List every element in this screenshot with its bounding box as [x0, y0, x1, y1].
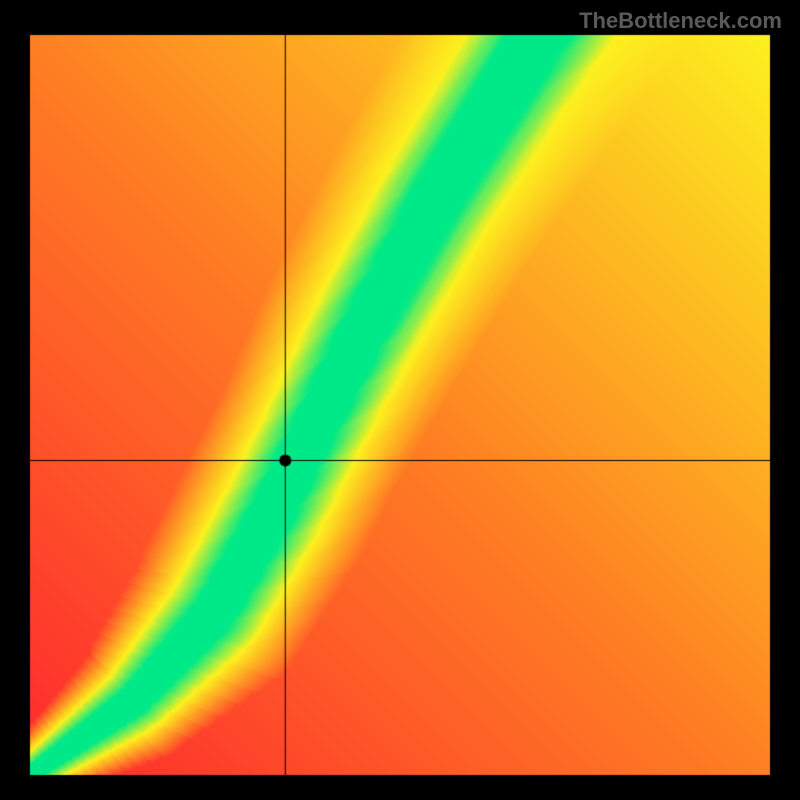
bottleneck-heatmap	[0, 0, 800, 800]
watermark-text: TheBottleneck.com	[579, 8, 782, 34]
